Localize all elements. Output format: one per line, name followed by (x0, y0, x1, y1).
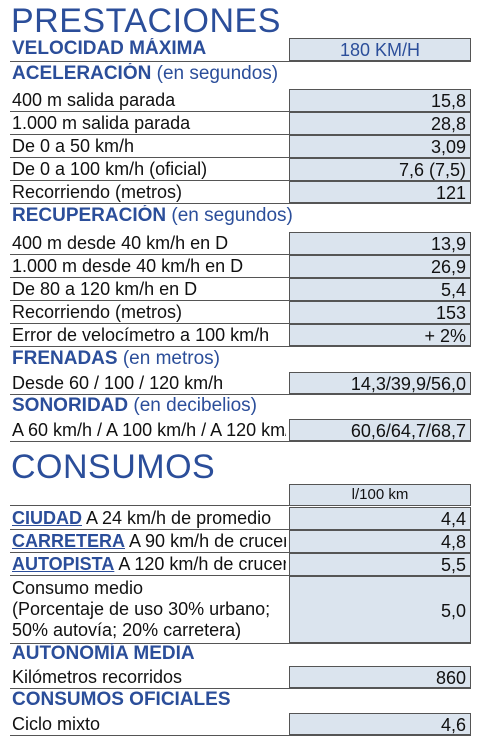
row-label: 400 m desde 40 km/h en D (12, 233, 229, 253)
row-value: 5,4 (289, 278, 471, 300)
row-label: 1.000 m salida parada (12, 113, 191, 133)
autonomia-heading: AUTONOMÍA MEDIA (10, 643, 471, 667)
row-label: Ciclo mixto (12, 714, 101, 734)
row-label: De 0 a 100 km/h (oficial) (12, 159, 208, 179)
table-row: 1.000 m salida parada 28,8 (10, 112, 471, 135)
row-value: 13,9 (289, 232, 471, 254)
autonomia-title: AUTONOMÍA MEDIA (12, 643, 195, 664)
row-label: Kilómetros recorridos (12, 667, 183, 687)
frenadas-heading: FRENADAS (en metros) (10, 348, 471, 372)
consumo-medio-label: Consumo medio (12, 578, 144, 598)
velocidad-value: 180 KM/H (289, 38, 471, 61)
recuperacion-heading: RECUPERACIÓN (en segundos) (10, 205, 471, 230)
row-value: 5,5 (289, 553, 471, 575)
table-row: CIUDAD A 24 km/h de promedio 4,4 (10, 507, 471, 530)
consumos-title: CONSUMOS (11, 448, 216, 486)
table-row: Ciclo mixto 4,6 (10, 713, 471, 736)
row-label: Recorriendo (metros) (12, 302, 183, 322)
carretera-key: CARRETERA (12, 531, 126, 551)
table-row: Recorriendo (metros) 121 (10, 181, 471, 204)
row-label: De 0 a 50 km/h (12, 136, 135, 156)
sonoridad-title: SONORIDAD (12, 395, 129, 416)
table-row: 400 m salida parada 15,8 (10, 89, 471, 112)
row-label: 1.000 m desde 40 km/h en D (12, 256, 244, 276)
table-row: Recorriendo (metros) 153 (10, 301, 471, 324)
row-value: 860 (289, 666, 471, 688)
row-value: 4,8 (289, 530, 471, 552)
row-label: A 60 km/h / A 100 km/h / A 120 km/h (12, 420, 286, 440)
row-label: A 120 km/h de crucero (118, 554, 286, 574)
row-value: 4,6 (289, 713, 471, 735)
row-label: De 80 a 120 km/h en D (12, 279, 198, 299)
sonoridad-subtitle: (en decibelios) (133, 395, 257, 416)
consumo-medio-note-1: (Porcentaje de uso 30% urbano; (12, 599, 271, 619)
table-row: AUTOPISTA A 120 km/h de crucero 5,5 (10, 553, 471, 576)
table-row: Error de velocímetro a 100 km/h + 2% (10, 324, 471, 347)
row-value: + 2% (289, 324, 471, 346)
row-value: 3,09 (289, 135, 471, 157)
consumo-medio-note-2: 50% autovía; 20% carretera) (12, 620, 242, 640)
table-row: De 0 a 50 km/h 3,09 (10, 135, 471, 158)
row-label: Desde 60 / 100 / 120 km/h (12, 373, 224, 393)
oficiales-title: CONSUMOS OFICIALES (12, 689, 231, 710)
row-value: 121 (289, 181, 471, 203)
sonoridad-heading: SONORIDAD (en decibelios) (10, 395, 471, 419)
row-value: 153 (289, 301, 471, 323)
recuperacion-title: RECUPERACIÓN (12, 205, 167, 226)
row-label: A 90 km/h de crucero (129, 531, 286, 551)
row-value: 14,3/39,9/56,0 (289, 372, 471, 394)
aceleracion-heading: ACELERACIÓN (en segundos) (10, 63, 471, 88)
aceleracion-subtitle: (en segundos) (156, 63, 279, 84)
table-row: 1.000 m desde 40 km/h en D 26,9 (10, 255, 471, 278)
consumo-medio-row: Consumo medio (Porcentaje de uso 30% urb… (10, 576, 471, 644)
ciudad-key: CIUDAD (12, 508, 82, 528)
table-row: CARRETERA A 90 km/h de crucero 4,8 (10, 530, 471, 553)
row-value: 7,6 (7,5) (289, 158, 471, 180)
autopista-key: AUTOPISTA (12, 554, 115, 574)
table-row: De 80 a 120 km/h en D 5,4 (10, 278, 471, 301)
table-row: A 60 km/h / A 100 km/h / A 120 km/h 60,6… (10, 419, 471, 442)
recuperacion-subtitle: (en segundos) (171, 205, 293, 226)
row-label: A 24 km/h de promedio (86, 508, 272, 528)
row-value: 60,6/64,7/68,7 (289, 419, 471, 441)
velocidad-label: VELOCIDAD MÁXIMA (12, 38, 207, 59)
row-label: Recorriendo (metros) (12, 182, 183, 202)
table-row: 400 m desde 40 km/h en D 13,9 (10, 232, 471, 255)
row-value: 4,4 (289, 507, 471, 529)
aceleracion-title: ACELERACIÓN (12, 63, 152, 84)
table-row: De 0 a 100 km/h (oficial) 7,6 (7,5) (10, 158, 471, 181)
consumos-unit-row: l/100 km (10, 484, 471, 506)
table-row: Desde 60 / 100 / 120 km/h 14,3/39,9/56,0 (10, 372, 471, 395)
row-value: 26,9 (289, 255, 471, 277)
row-value: 28,8 (289, 112, 471, 134)
velocidad-row: VELOCIDAD MÁXIMA 180 KM/H (10, 38, 471, 62)
consumo-medio-value: 5,0 (289, 576, 471, 643)
row-label: Error de velocímetro a 100 km/h (12, 325, 270, 345)
frenadas-title: FRENADAS (12, 348, 118, 369)
table-row: Kilómetros recorridos 860 (10, 666, 471, 689)
row-value: 15,8 (289, 89, 471, 111)
oficiales-heading: CONSUMOS OFICIALES (10, 689, 471, 713)
prestaciones-title: PRESTACIONES (11, 2, 281, 40)
frenadas-subtitle: (en metros) (122, 348, 220, 369)
row-label: 400 m salida parada (12, 90, 176, 110)
unit-label: l/100 km (289, 484, 471, 505)
